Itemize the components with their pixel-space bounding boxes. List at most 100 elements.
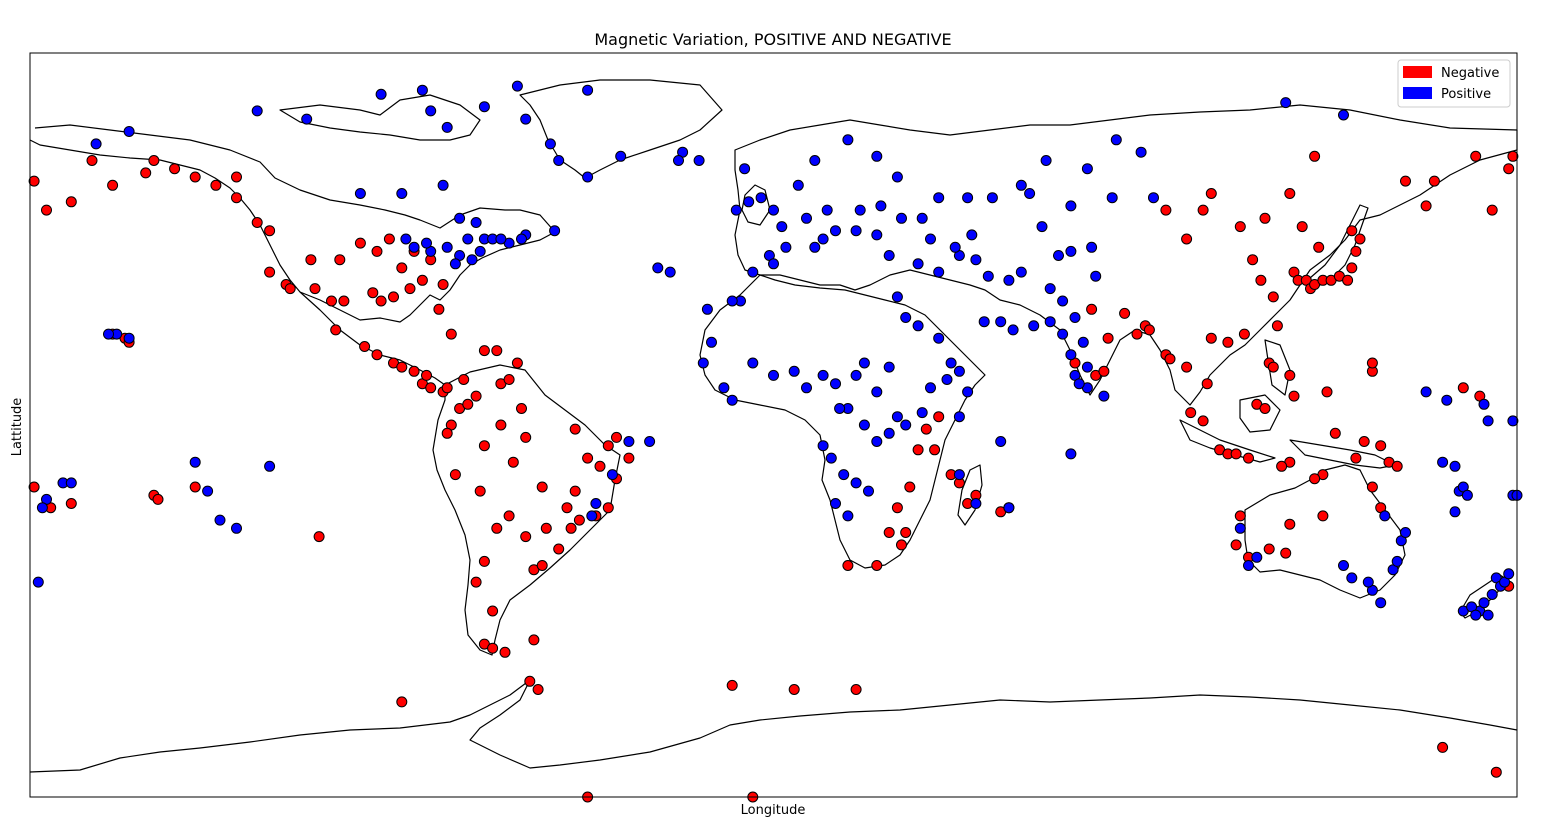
point-negative (1366, 481, 1378, 493)
point-positive (858, 357, 870, 369)
point-negative (1321, 386, 1333, 398)
point-negative (65, 196, 77, 208)
point-negative (491, 522, 503, 534)
point-positive (1098, 390, 1110, 402)
point-positive (1375, 597, 1387, 609)
point-negative (140, 167, 152, 179)
point-positive (850, 477, 862, 489)
point-negative (1267, 361, 1279, 373)
point-negative (1205, 188, 1217, 199)
point-positive (416, 84, 428, 96)
point-negative (503, 374, 515, 385)
point-positive (454, 212, 466, 224)
point-positive (693, 155, 705, 166)
point-negative (499, 646, 511, 658)
point-positive (1069, 312, 1081, 323)
point-positive (466, 254, 478, 266)
point-positive (301, 113, 313, 125)
point-positive (801, 382, 812, 394)
point-positive (854, 204, 866, 216)
point-positive (883, 361, 895, 373)
point-negative (1350, 245, 1362, 257)
point-negative (1375, 440, 1387, 452)
point-negative (1284, 188, 1296, 199)
point-negative (536, 560, 548, 571)
point-positive (251, 105, 263, 117)
point-positive (1486, 589, 1498, 600)
point-negative (148, 155, 160, 166)
point-positive (830, 378, 841, 390)
point-negative (1503, 163, 1515, 175)
point-negative (487, 642, 499, 654)
point-negative (524, 675, 536, 687)
point-negative (850, 684, 862, 695)
point-negative (1354, 233, 1366, 245)
point-negative (1284, 518, 1296, 530)
legend-label-negative: Negative (1441, 66, 1499, 81)
point-positive (809, 155, 821, 166)
point-positive (123, 332, 135, 344)
point-negative (611, 431, 622, 443)
point-negative (1420, 200, 1432, 212)
point-negative (561, 502, 573, 514)
point-positive (1482, 415, 1494, 427)
point-negative (528, 634, 540, 646)
point-positive (768, 204, 779, 216)
point-positive (1338, 560, 1349, 571)
point-positive (582, 84, 594, 96)
point-positive (801, 212, 812, 224)
coastline-british-isles (741, 184, 771, 226)
point-negative (470, 576, 482, 588)
point-positive (726, 394, 738, 406)
point-positive (697, 357, 709, 369)
point-positive (408, 241, 420, 253)
point-negative (425, 382, 437, 394)
point-negative (920, 423, 932, 435)
point-negative (503, 510, 515, 522)
point-negative (338, 295, 350, 307)
point-negative (1255, 274, 1267, 286)
point-negative (1243, 452, 1254, 464)
point-negative (1131, 328, 1143, 340)
point-negative (251, 217, 263, 228)
point-negative (1205, 332, 1217, 344)
point-positive (474, 245, 486, 257)
point-negative (326, 295, 337, 307)
point-positive (590, 498, 602, 509)
point-positive (896, 212, 907, 224)
point-positive (817, 233, 829, 245)
point-positive (1065, 200, 1077, 212)
coastline-madagascar (957, 464, 983, 526)
point-negative (1234, 510, 1246, 522)
point-negative (1507, 150, 1519, 162)
point-positive (875, 200, 887, 212)
point-positive (1015, 179, 1027, 191)
point-positive (978, 316, 990, 328)
point-negative (487, 605, 499, 617)
point-positive (883, 427, 895, 439)
point-positive (462, 233, 474, 245)
plot-background (30, 53, 1517, 797)
point-negative (1201, 378, 1213, 390)
point-negative (107, 179, 119, 191)
point-negative (354, 237, 366, 249)
point-positive (441, 121, 453, 133)
point-negative (532, 684, 544, 695)
point-negative (309, 283, 321, 295)
point-negative (1280, 547, 1292, 559)
point-negative (462, 398, 474, 410)
point-negative (210, 179, 222, 191)
point-negative (1271, 320, 1283, 332)
point-positive (470, 217, 482, 228)
point-negative (1119, 307, 1131, 319)
point-positive (1036, 221, 1048, 233)
point-positive (1478, 398, 1490, 410)
point-positive (1135, 146, 1147, 158)
point-negative (904, 481, 916, 493)
point-positive (941, 374, 953, 385)
point-negative (1457, 382, 1469, 394)
point-negative (359, 341, 371, 352)
point-positive (838, 469, 850, 481)
point-negative (1288, 390, 1300, 402)
point-positive (1040, 155, 1052, 166)
